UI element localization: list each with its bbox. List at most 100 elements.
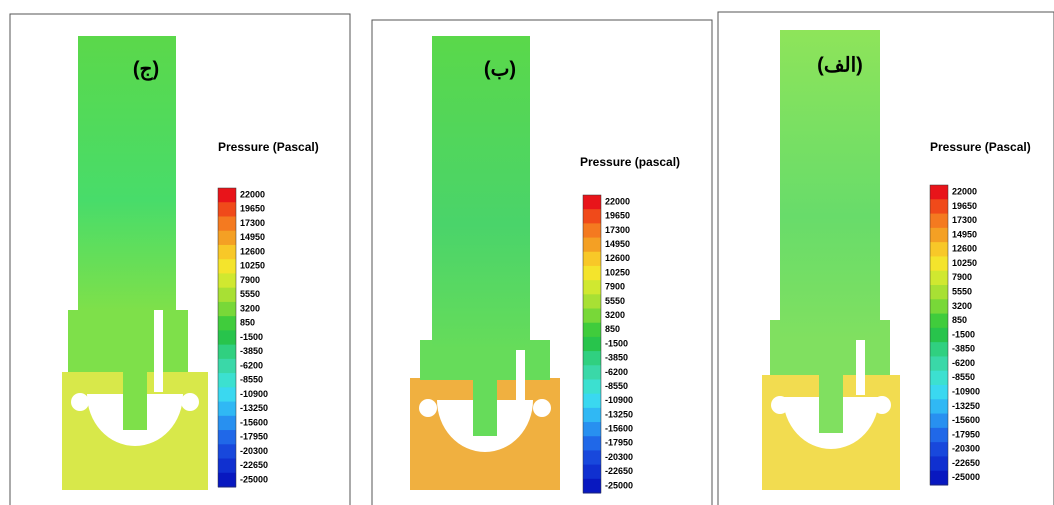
legend-swatch bbox=[583, 280, 601, 295]
legend-level: 12600 bbox=[952, 244, 977, 254]
legend-swatch bbox=[583, 294, 601, 309]
legend-level: -6200 bbox=[605, 367, 628, 377]
legend-swatch bbox=[583, 450, 601, 465]
legend-swatch bbox=[218, 330, 236, 345]
legend-level: -20300 bbox=[952, 444, 980, 454]
legend-swatch bbox=[930, 185, 948, 200]
legend-swatch bbox=[218, 188, 236, 203]
legend-swatch bbox=[583, 337, 601, 352]
panel-label: (الف) bbox=[817, 54, 863, 76]
legend-swatch bbox=[930, 256, 948, 271]
legend-swatch bbox=[218, 387, 236, 402]
legend-level: -25000 bbox=[952, 472, 980, 482]
legend-level: -3850 bbox=[240, 346, 263, 356]
legend-level: 3200 bbox=[605, 310, 625, 320]
legend-swatch bbox=[583, 309, 601, 324]
legend-swatch bbox=[218, 273, 236, 288]
legend-level: -13250 bbox=[605, 409, 633, 419]
legend-level: -8550 bbox=[952, 372, 975, 382]
legend-level: -22650 bbox=[952, 458, 980, 468]
mid-section bbox=[68, 310, 188, 372]
legend-level: -20300 bbox=[605, 452, 633, 462]
legend-level: -10900 bbox=[240, 389, 268, 399]
legend-level: 3200 bbox=[240, 303, 260, 313]
legend-level: 19650 bbox=[240, 204, 265, 214]
stem bbox=[819, 375, 843, 433]
legend-swatch bbox=[583, 252, 601, 267]
legend-swatch bbox=[218, 402, 236, 417]
legend-swatch bbox=[930, 456, 948, 471]
legend-swatch bbox=[218, 245, 236, 260]
legend-level: -25000 bbox=[240, 474, 268, 484]
legend-swatch bbox=[583, 323, 601, 338]
legend-swatch bbox=[218, 316, 236, 331]
legend-level: 22000 bbox=[952, 187, 977, 197]
legend-swatch bbox=[583, 195, 601, 210]
legend-swatch bbox=[930, 199, 948, 214]
legend-swatch bbox=[583, 408, 601, 423]
panel-label: (ج) bbox=[133, 58, 159, 81]
legend-title: Pressure (pascal) bbox=[580, 155, 680, 169]
legend-swatch bbox=[218, 216, 236, 231]
legend-title: Pressure (Pascal) bbox=[930, 140, 1031, 154]
legend-swatch bbox=[218, 302, 236, 317]
legend-level: -13250 bbox=[952, 401, 980, 411]
legend-swatch bbox=[583, 436, 601, 451]
legend-swatch bbox=[218, 473, 236, 488]
legend-level: -1500 bbox=[240, 332, 263, 342]
legend-swatch bbox=[583, 465, 601, 480]
port bbox=[181, 393, 199, 411]
legend-level: -3850 bbox=[605, 353, 628, 363]
legend-level: -17950 bbox=[605, 438, 633, 448]
legend-swatch bbox=[583, 266, 601, 281]
legend-level: 7900 bbox=[952, 272, 972, 282]
legend-level: -22650 bbox=[605, 466, 633, 476]
column bbox=[78, 36, 176, 310]
legend-swatch bbox=[583, 209, 601, 224]
legend-level: -25000 bbox=[605, 480, 633, 490]
legend-swatch bbox=[218, 373, 236, 388]
legend-swatch bbox=[930, 314, 948, 329]
port bbox=[71, 393, 89, 411]
legend-swatch bbox=[583, 379, 601, 394]
legend-level: -10900 bbox=[952, 387, 980, 397]
legend-swatch bbox=[583, 351, 601, 366]
legend-swatch bbox=[930, 299, 948, 314]
legend-swatch bbox=[930, 385, 948, 400]
legend-swatch bbox=[930, 328, 948, 343]
legend-level: 3200 bbox=[952, 301, 972, 311]
legend-swatch bbox=[930, 371, 948, 386]
legend-level: 12600 bbox=[605, 253, 630, 263]
legend-swatch bbox=[930, 285, 948, 300]
legend-swatch bbox=[218, 288, 236, 303]
legend-level: 5550 bbox=[952, 287, 972, 297]
legend-swatch bbox=[583, 238, 601, 253]
legend-level: -1500 bbox=[952, 329, 975, 339]
legend-level: -1500 bbox=[605, 338, 628, 348]
legend-level: -15600 bbox=[605, 424, 633, 434]
legend-swatch bbox=[930, 356, 948, 371]
legend-level: -15600 bbox=[240, 417, 268, 427]
legend-swatch bbox=[583, 223, 601, 238]
legend-swatch bbox=[218, 444, 236, 459]
column bbox=[780, 30, 880, 340]
legend-swatch bbox=[218, 231, 236, 246]
legend-level: 7900 bbox=[240, 275, 260, 285]
legend-level: 850 bbox=[952, 315, 967, 325]
legend-level: 22000 bbox=[605, 196, 630, 206]
stem bbox=[123, 372, 147, 430]
legend-level: 10250 bbox=[240, 261, 265, 271]
legend-swatch bbox=[218, 416, 236, 431]
legend-level: -20300 bbox=[240, 446, 268, 456]
panel: (ب)Pressure (pascal)22000196501730014950… bbox=[372, 20, 712, 505]
legend-swatch bbox=[930, 428, 948, 443]
legend-level: -17950 bbox=[240, 432, 268, 442]
legend-level: 7900 bbox=[605, 282, 625, 292]
legend-level: -6200 bbox=[240, 360, 263, 370]
legend-swatch bbox=[583, 365, 601, 380]
legend-swatch bbox=[930, 342, 948, 357]
port bbox=[533, 399, 551, 417]
legend-level: 5550 bbox=[605, 296, 625, 306]
legend-level: -15600 bbox=[952, 415, 980, 425]
legend-level: -13250 bbox=[240, 403, 268, 413]
